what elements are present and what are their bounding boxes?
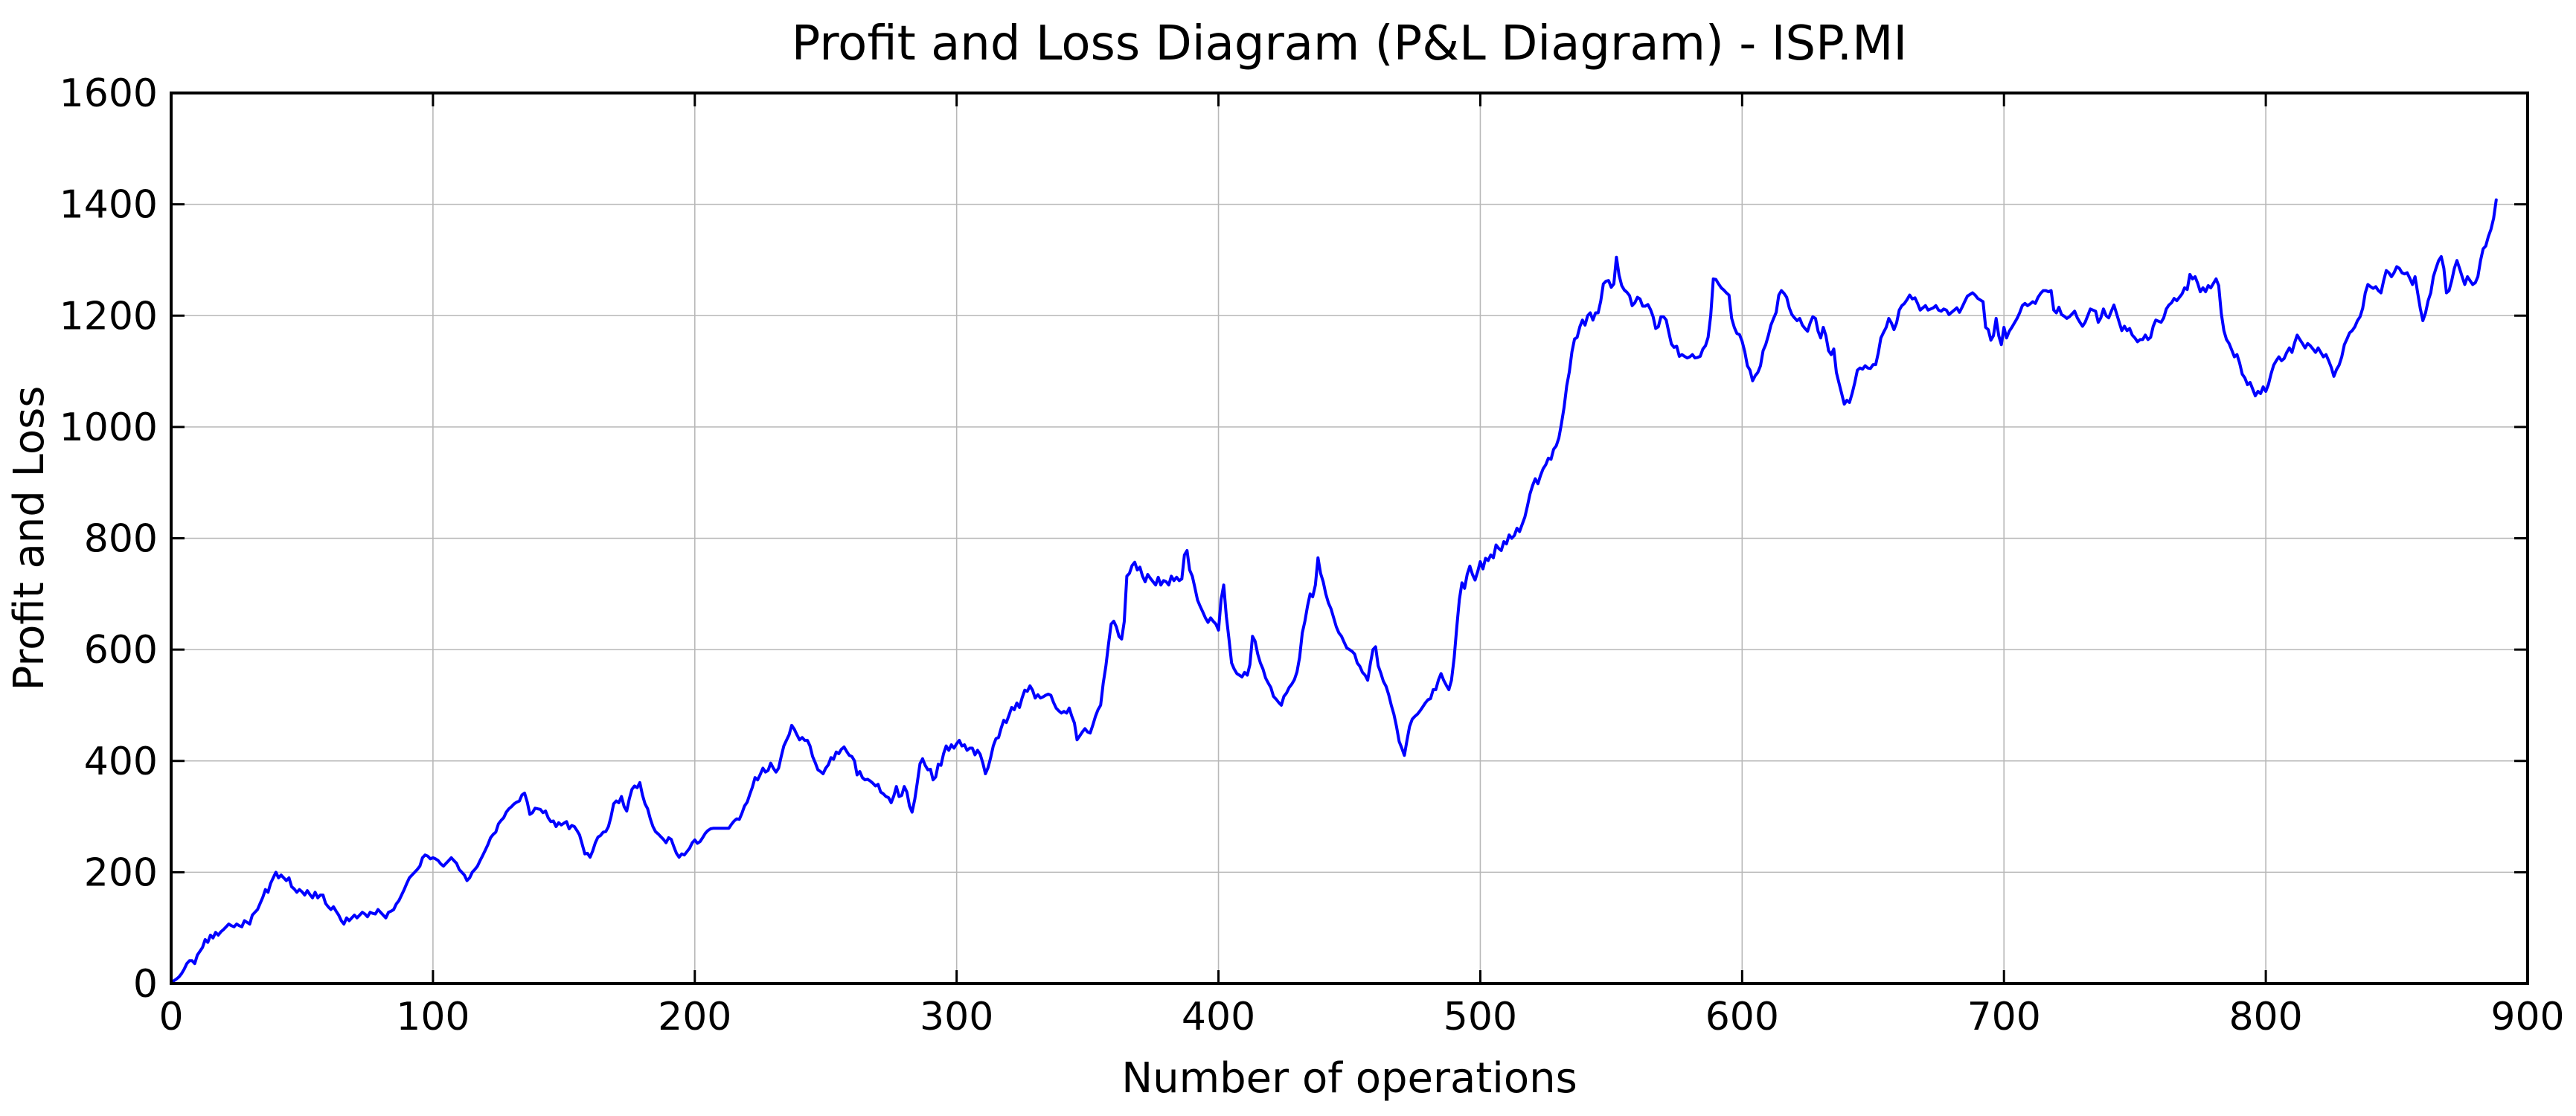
y-tick-label: 600 <box>84 628 158 673</box>
x-axis-label: Number of operations <box>1121 1054 1577 1103</box>
y-tick-label: 800 <box>84 517 158 562</box>
x-tick-label: 0 <box>158 995 183 1039</box>
y-tick-label: 1000 <box>60 405 158 450</box>
x-tick-label: 600 <box>1705 995 1779 1039</box>
y-tick-label: 400 <box>84 740 158 784</box>
x-tick-label: 100 <box>396 995 470 1039</box>
x-tick-labels: 0 100 200 300 400 500 600 700 800 900 <box>158 995 2564 1039</box>
pnl-series-line <box>170 198 2498 985</box>
x-tick-label: 500 <box>1444 995 1517 1039</box>
y-tick-label: 0 <box>133 962 158 1007</box>
x-tick-label: 700 <box>1967 995 2041 1039</box>
axis-ticks <box>170 92 2529 985</box>
x-tick-label: 800 <box>2229 995 2302 1039</box>
y-tick-label: 200 <box>84 850 158 895</box>
x-tick-label: 300 <box>920 995 993 1039</box>
y-tick-label: 1200 <box>60 294 158 339</box>
y-tick-label: 1400 <box>60 183 158 228</box>
gridlines <box>171 93 2528 984</box>
chart-title: Profit and Loss Diagram (P&L Diagram) - … <box>792 16 1907 71</box>
y-tick-label: 1600 <box>60 71 158 116</box>
y-tick-labels: 0 200 400 600 800 1000 1200 1400 1600 <box>60 71 158 1007</box>
x-tick-label: 200 <box>658 995 731 1039</box>
x-tick-label: 900 <box>2490 995 2564 1039</box>
x-tick-label: 400 <box>1182 995 1255 1039</box>
y-axis-label: Profit and Loss <box>5 386 54 691</box>
series-lines <box>170 198 2498 985</box>
